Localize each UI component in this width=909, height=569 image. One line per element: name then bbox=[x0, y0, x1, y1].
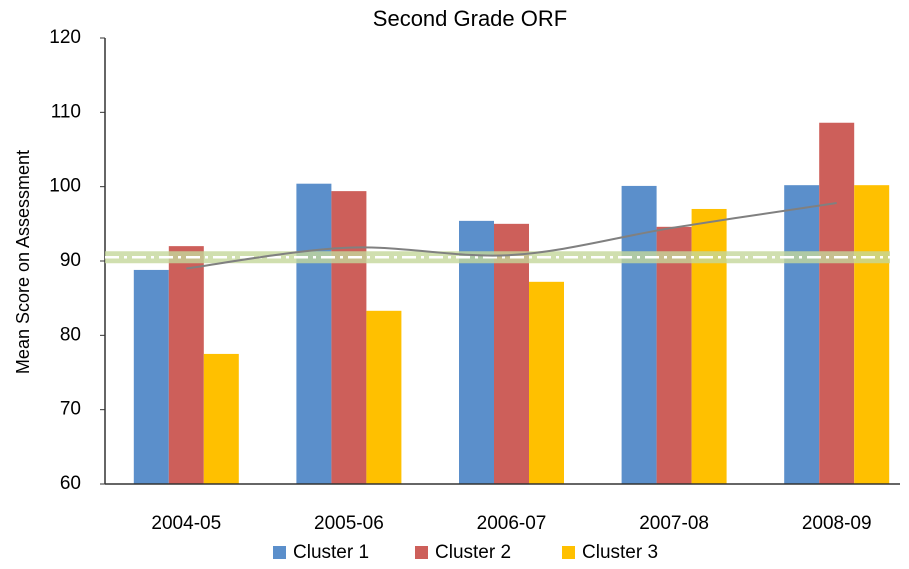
legend-label: Cluster 1 bbox=[293, 542, 369, 563]
legend-swatch bbox=[562, 546, 575, 559]
y-tick-label: 90 bbox=[60, 250, 81, 271]
bar bbox=[168, 246, 204, 484]
bar bbox=[494, 223, 529, 485]
bar bbox=[691, 208, 727, 484]
x-tick-label: 2008-09 bbox=[802, 513, 872, 534]
y-tick-label: 60 bbox=[60, 473, 81, 494]
bar bbox=[331, 191, 367, 485]
x-tick-label: 2007-08 bbox=[639, 513, 709, 534]
legend-label: Cluster 3 bbox=[582, 542, 658, 563]
bar bbox=[529, 281, 564, 484]
legend-swatch bbox=[273, 546, 286, 559]
y-tick-label: 120 bbox=[49, 27, 81, 48]
x-tick-label: 2005-06 bbox=[314, 513, 384, 534]
bar bbox=[366, 310, 402, 484]
bar bbox=[296, 183, 332, 484]
chart-title: Second Grade ORF bbox=[373, 6, 567, 31]
y-tick-label: 80 bbox=[60, 324, 81, 345]
bar bbox=[203, 353, 239, 484]
trend-line bbox=[186, 202, 837, 270]
legend-swatch bbox=[415, 546, 428, 559]
bar bbox=[133, 269, 169, 484]
x-tick-label: 2006-07 bbox=[477, 513, 547, 534]
y-axis-label: Mean Score on Assessment bbox=[13, 150, 33, 374]
bar bbox=[819, 122, 855, 485]
y-tick-label: 100 bbox=[49, 176, 81, 197]
bar bbox=[784, 185, 820, 484]
bar bbox=[459, 220, 494, 485]
bar bbox=[656, 226, 692, 484]
y-tick-label: 110 bbox=[51, 101, 81, 122]
bar bbox=[854, 185, 890, 484]
legend-label: Cluster 2 bbox=[435, 542, 511, 563]
x-tick-label: 2004-05 bbox=[151, 513, 221, 534]
y-tick-label: 70 bbox=[60, 399, 81, 420]
